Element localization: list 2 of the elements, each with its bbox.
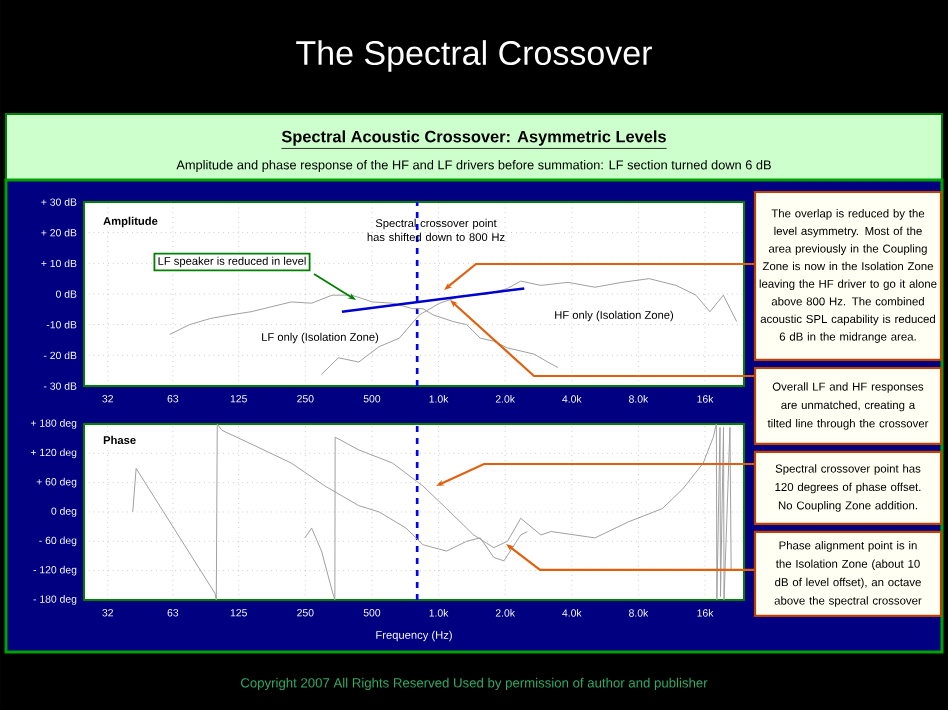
chart-title: Spectral Acoustic Crossover: Asymmetric Levels — [281, 130, 666, 146]
text: The Spectral Crossover — [296, 40, 652, 72]
